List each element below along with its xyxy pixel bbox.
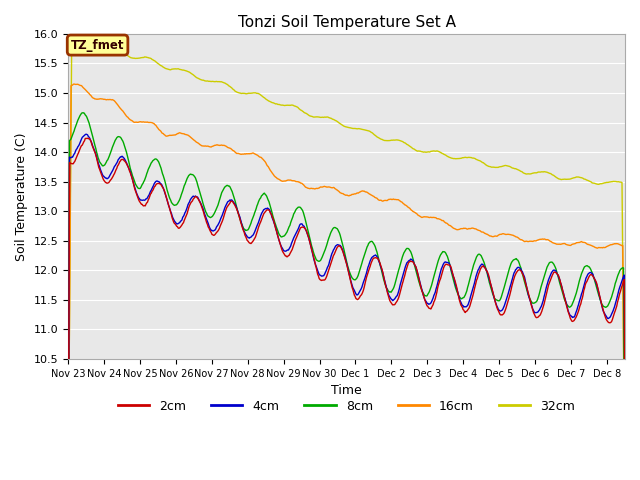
Y-axis label: Soil Temperature (C): Soil Temperature (C) [15, 132, 28, 261]
X-axis label: Time: Time [331, 384, 362, 397]
Title: Tonzi Soil Temperature Set A: Tonzi Soil Temperature Set A [237, 15, 456, 30]
Legend: 2cm, 4cm, 8cm, 16cm, 32cm: 2cm, 4cm, 8cm, 16cm, 32cm [113, 395, 580, 418]
Text: TZ_fmet: TZ_fmet [71, 38, 124, 51]
